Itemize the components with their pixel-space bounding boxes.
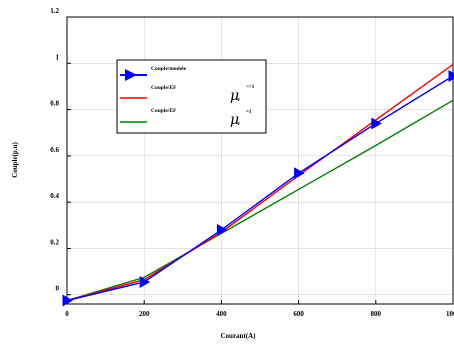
x-tick-label: 600	[293, 310, 304, 318]
series-layer	[62, 63, 454, 307]
annotation-mu-sup-2: =1	[246, 110, 252, 115]
legend-marker-modele	[125, 69, 137, 81]
legend-label-ef-green: Couple/EF	[151, 108, 177, 114]
series-point-0	[139, 276, 151, 289]
y-tick-label: 0	[56, 285, 60, 293]
annotation-mu-sub-1: r	[238, 98, 241, 103]
y-tick-label: 0.6	[50, 146, 59, 154]
plot-frame	[66, 16, 454, 305]
y-tick-label: 1	[56, 53, 60, 61]
legend-entry-ef-red: Couple/EF μ r <<1	[120, 85, 255, 104]
series-0	[62, 70, 454, 307]
series-line-2	[66, 99, 454, 302]
legend-entry-ef-green: Couple/EF μ r =1	[120, 108, 252, 128]
legend-label-ef-red: Couple/EF	[151, 85, 177, 91]
annotation-mu-symbol-2: μ	[230, 112, 239, 128]
series-line-1	[66, 63, 454, 302]
x-tick-label: 800	[371, 310, 382, 318]
series-point-0	[216, 223, 228, 236]
annotation-mu-sup-1: <<1	[246, 85, 255, 90]
series-point-0	[294, 167, 305, 180]
legend: Couple/modele Couple/EF μ r <<1 Couple/E…	[116, 59, 267, 134]
series-line-0	[66, 75, 454, 302]
y-tick-label: 0.2	[50, 238, 59, 246]
series-2	[66, 99, 454, 302]
legend-label-modele: Couple/modele	[151, 66, 187, 72]
legend-box	[116, 59, 267, 134]
y-axis: 0 0.2 0.4 0.6 0.8 1 1.2	[50, 7, 71, 296]
series-point-0	[371, 117, 382, 130]
x-tick-label: 0	[65, 310, 69, 318]
series-point-0	[448, 70, 454, 83]
annotation-mu-symbol-1: μ	[230, 88, 239, 104]
series-point-0	[62, 294, 73, 307]
series-1	[66, 63, 454, 302]
y-tick-label: 1.2	[50, 7, 59, 15]
x-axis-label: Courant(A)	[221, 332, 257, 340]
y-tick-label: 0.4	[50, 192, 59, 200]
x-tick-label: 200	[139, 310, 150, 318]
y-tick-label: 0.8	[50, 100, 59, 108]
x-tick-label: 400	[216, 310, 227, 318]
legend-entry-modele: Couple/modele	[120, 66, 187, 81]
y-axis-label: Couple(p.u)	[11, 142, 19, 178]
annotation-mu-sub-2: r	[238, 122, 241, 127]
